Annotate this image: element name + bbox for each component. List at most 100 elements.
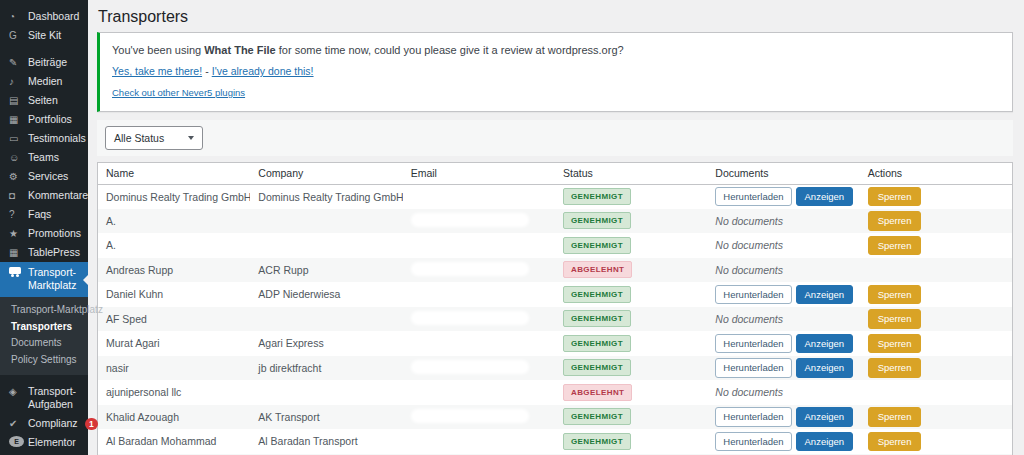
download-button[interactable]: Herunterladen [715, 358, 791, 378]
download-button[interactable]: Herunterladen [715, 285, 791, 305]
cell-documents: HerunterladenAnzeigen [707, 282, 859, 307]
block-button[interactable]: Sperren [868, 285, 922, 305]
other-plugins-link[interactable]: Check out other Never5 plugins [112, 87, 245, 98]
sidebar-item[interactable]: ◈ Transport- Aufgaben [0, 382, 88, 414]
status-badge: GENEHMIGT [563, 286, 631, 303]
cell-status: GENEHMIGT [555, 184, 707, 209]
block-button[interactable]: Sperren [868, 407, 922, 427]
submenu-item[interactable]: Documents [0, 335, 88, 352]
sidebar-bottom-items: ◈ Transport- Aufgaben ✔ Complianz 1 E El… [0, 382, 88, 455]
table-row: Dominus Realty Trading GmbH Dominus Real… [98, 184, 1012, 209]
view-button[interactable]: Anzeigen [796, 358, 854, 378]
sidebar-item-icon: ☺ [9, 151, 24, 164]
block-button[interactable]: Sperren [868, 309, 922, 329]
cell-email [403, 429, 555, 454]
sidebar-item[interactable]: G Site Kit [0, 26, 88, 45]
cell-name: Murat Agari [98, 331, 250, 356]
main-content: Transporters You've been using What The … [88, 0, 1024, 455]
column-header: Status [555, 163, 707, 184]
cell-actions: Sperren [860, 307, 1012, 332]
block-button[interactable]: Sperren [868, 211, 922, 231]
sidebar-item-label: Testimonials [28, 132, 86, 145]
cell-documents: No documents [707, 258, 859, 283]
download-button[interactable]: Herunterladen [715, 407, 791, 427]
chevron-down-icon [188, 136, 194, 140]
sidebar-item[interactable]: ? Faqs [0, 205, 88, 224]
sidebar-item-icon: ⚙ [9, 170, 24, 183]
status-filter-select[interactable]: Alle Status [105, 126, 203, 150]
table-row: Al Baradan Mohammad Al Baradan Transport… [98, 429, 1012, 454]
cell-actions: Sperren [860, 184, 1012, 209]
submenu-item[interactable]: Transporters [0, 319, 88, 336]
sidebar-item[interactable]: ✎ Beiträge [0, 53, 88, 72]
download-button[interactable]: Herunterladen [715, 187, 791, 207]
cell-actions: Sperren [860, 209, 1012, 234]
sidebar-item-label: Elementor [28, 436, 76, 449]
cell-actions: Sperren [860, 405, 1012, 430]
cell-name: Khalid Azouagh [98, 405, 250, 430]
cell-company: Agari Express [250, 331, 402, 356]
submenu-item[interactable]: Policy Settings [0, 352, 88, 369]
sidebar-item[interactable]: ⚙ Services [0, 167, 88, 186]
sidebar-item[interactable]: ★ Promotions [0, 224, 88, 243]
column-header: Actions [860, 163, 1012, 184]
sidebar-item[interactable]: ▦ TablePress [0, 243, 88, 262]
table-row: Andreas Rupp ACR Rupp ABGELEHNT [98, 258, 1012, 283]
status-badge: ABGELEHNT [563, 261, 632, 278]
view-button[interactable]: Anzeigen [796, 407, 854, 427]
block-button[interactable]: Sperren [868, 187, 922, 207]
cell-company [250, 307, 402, 332]
sidebar-item[interactable]: ✔ Complianz 1 [0, 414, 88, 433]
cell-actions: Sperren [860, 356, 1012, 381]
review-done-link[interactable]: I've already done this! [212, 65, 314, 77]
redacted-email [411, 384, 529, 398]
redacted-email [411, 237, 529, 251]
view-button[interactable]: Anzeigen [796, 285, 854, 305]
redacted-email [411, 409, 529, 423]
sidebar-item[interactable]: ▦ Portfolios [0, 110, 88, 129]
sidebar-item[interactable]: ◘ Kommentare [0, 186, 88, 205]
sidebar-item[interactable]: ◔ Dashboard [0, 7, 88, 26]
cell-documents: HerunterladenAnzeigen [707, 184, 859, 209]
cell-actions [860, 380, 1012, 405]
sidebar-item[interactable]: ☺ Teams [0, 148, 88, 167]
sidebar-item[interactable]: ♪ Medien [0, 72, 88, 91]
table-header-row: Name Company Email Status Documents Acti… [98, 163, 1012, 184]
sidebar-item-transport-marktplatz[interactable]: Transport- Marktplatz [0, 262, 88, 297]
review-yes-link[interactable]: Yes, take me there! [112, 65, 202, 77]
view-button[interactable]: Anzeigen [796, 334, 854, 354]
cell-status: ABGELEHNT [555, 380, 707, 405]
cell-name: AF Sped [98, 307, 250, 332]
sidebar-item-label: Promotions [28, 227, 81, 240]
block-button[interactable]: Sperren [868, 358, 922, 378]
view-button[interactable]: Anzeigen [796, 187, 854, 207]
cell-documents: HerunterladenAnzeigen [707, 356, 859, 381]
sidebar-item-label: Portfolios [28, 113, 72, 126]
cell-email [403, 258, 555, 283]
block-button[interactable]: Sperren [868, 334, 922, 354]
download-button[interactable]: Herunterladen [715, 432, 791, 452]
download-button[interactable]: Herunterladen [715, 334, 791, 354]
cell-company: ACR Rupp [250, 258, 402, 283]
transporters-tbody: Dominus Realty Trading GmbH Dominus Real… [98, 184, 1012, 455]
no-documents-label: No documents [715, 215, 783, 227]
redacted-email [411, 360, 529, 374]
cell-email [403, 331, 555, 356]
sidebar-item-label: Dashboard [28, 10, 79, 23]
sidebar-item[interactable]: ▤ Seiten [0, 91, 88, 110]
view-button[interactable]: Anzeigen [796, 432, 854, 452]
redacted-email [411, 213, 529, 227]
cell-status: GENEHMIGT [555, 405, 707, 430]
sidebar-item-icon: E [9, 436, 24, 447]
cell-status: GENEHMIGT [555, 307, 707, 332]
sidebar-item[interactable]: E Elementor [0, 433, 88, 452]
submenu-item[interactable]: Transport-Marktplatz [0, 302, 88, 319]
cell-status: GENEHMIGT [555, 209, 707, 234]
sidebar-item[interactable]: ▭ Testimonials [0, 129, 88, 148]
block-button[interactable]: Sperren [868, 236, 922, 256]
block-button[interactable]: Sperren [868, 432, 922, 452]
sidebar-item-label: Site Kit [28, 29, 61, 42]
page-title: Transporters [97, 0, 1013, 32]
cell-name: Dominus Realty Trading GmbH [98, 184, 250, 209]
column-header: Name [98, 163, 250, 184]
